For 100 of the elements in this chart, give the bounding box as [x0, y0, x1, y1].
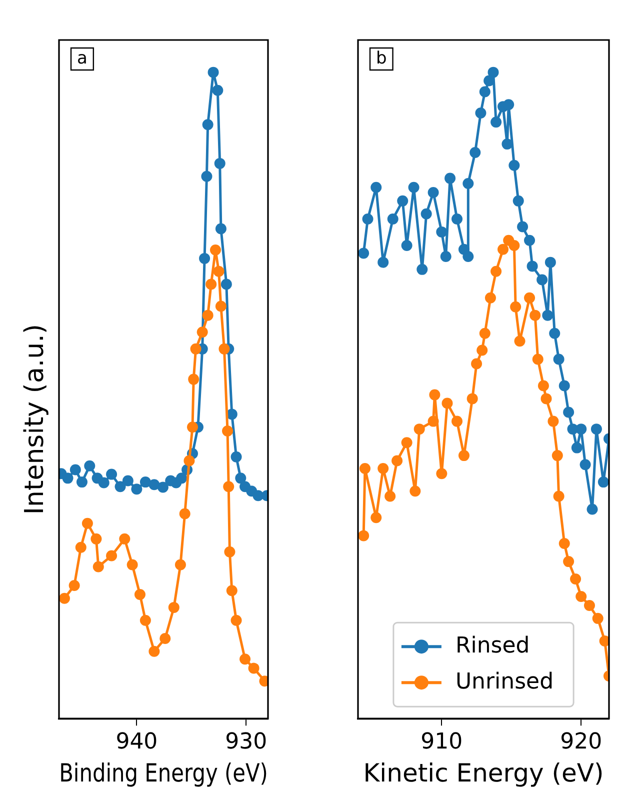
- point: [444, 172, 456, 184]
- point: [76, 476, 88, 488]
- point: [558, 380, 570, 392]
- point: [168, 602, 180, 613]
- point: [90, 533, 102, 544]
- point: [119, 533, 130, 544]
- point: [140, 476, 151, 488]
- point: [553, 490, 564, 502]
- point: [384, 490, 396, 502]
- point: [188, 374, 200, 385]
- point: [592, 612, 604, 624]
- point: [392, 455, 403, 466]
- point: [212, 84, 224, 96]
- point: [586, 504, 598, 515]
- point: [218, 343, 230, 354]
- point: [558, 538, 570, 549]
- point: [571, 442, 582, 454]
- point: [179, 508, 190, 520]
- point: [362, 214, 374, 225]
- point: [196, 326, 208, 338]
- point: [187, 422, 198, 433]
- point: [466, 393, 478, 404]
- point: [488, 66, 499, 78]
- point: [370, 182, 382, 193]
- point: [498, 244, 509, 255]
- point: [548, 416, 559, 427]
- point: [174, 559, 186, 570]
- point: [517, 221, 528, 232]
- point: [540, 393, 552, 404]
- point: [508, 160, 520, 171]
- point: [428, 187, 439, 198]
- point: [552, 450, 563, 462]
- point: [452, 214, 463, 225]
- point: [514, 336, 526, 347]
- point: [82, 518, 93, 529]
- point: [599, 636, 609, 647]
- legend-label: Rinsed: [455, 633, 530, 658]
- point: [220, 278, 232, 290]
- point: [210, 244, 221, 256]
- point: [98, 477, 110, 488]
- point: [106, 550, 118, 562]
- point: [157, 482, 168, 493]
- point: [68, 580, 80, 591]
- point: [230, 451, 242, 462]
- point: [387, 214, 398, 225]
- point: [530, 310, 541, 321]
- point: [410, 486, 421, 497]
- x-tick-label: 940: [116, 730, 158, 755]
- point: [584, 600, 595, 611]
- point: [502, 138, 513, 150]
- point: [538, 380, 549, 392]
- legend-label: Unrinsed: [455, 669, 554, 694]
- point: [470, 146, 481, 158]
- point: [148, 646, 160, 657]
- point: [580, 459, 591, 470]
- point: [442, 398, 453, 409]
- point: [358, 530, 370, 542]
- point: [590, 424, 602, 435]
- point: [148, 479, 160, 490]
- point: [576, 590, 587, 602]
- point: [436, 468, 448, 480]
- point: [452, 416, 463, 427]
- point: [542, 310, 554, 321]
- point: [248, 662, 260, 674]
- point: [59, 592, 70, 604]
- point: [176, 472, 188, 484]
- point: [401, 240, 412, 252]
- x-tick-label: 930: [225, 730, 268, 755]
- y-axis-title: Intensity (a.u.): [20, 324, 50, 515]
- point: [598, 476, 609, 488]
- point: [512, 195, 524, 206]
- point: [490, 116, 502, 128]
- x-axis-title: Kinetic Energy (eV): [363, 758, 604, 788]
- point: [222, 426, 234, 437]
- point: [553, 354, 564, 365]
- point: [201, 170, 212, 182]
- point: [440, 251, 452, 262]
- point: [401, 437, 412, 448]
- point: [206, 278, 217, 290]
- point: [215, 300, 226, 312]
- point: [503, 99, 514, 110]
- point: [458, 450, 470, 462]
- point: [114, 481, 126, 492]
- point: [462, 178, 474, 189]
- point: [378, 256, 389, 268]
- point: [508, 240, 520, 252]
- point: [223, 481, 234, 492]
- point: [576, 424, 587, 435]
- point: [397, 195, 408, 206]
- point: [214, 158, 226, 169]
- point: [106, 468, 118, 480]
- x-tick-label: 910: [420, 730, 463, 755]
- point: [416, 264, 428, 275]
- point: [532, 354, 544, 365]
- point: [240, 654, 251, 665]
- point: [84, 460, 96, 472]
- x-tick-label: 920: [560, 730, 602, 755]
- point: [370, 512, 382, 524]
- point: [75, 542, 86, 553]
- point: [524, 292, 536, 304]
